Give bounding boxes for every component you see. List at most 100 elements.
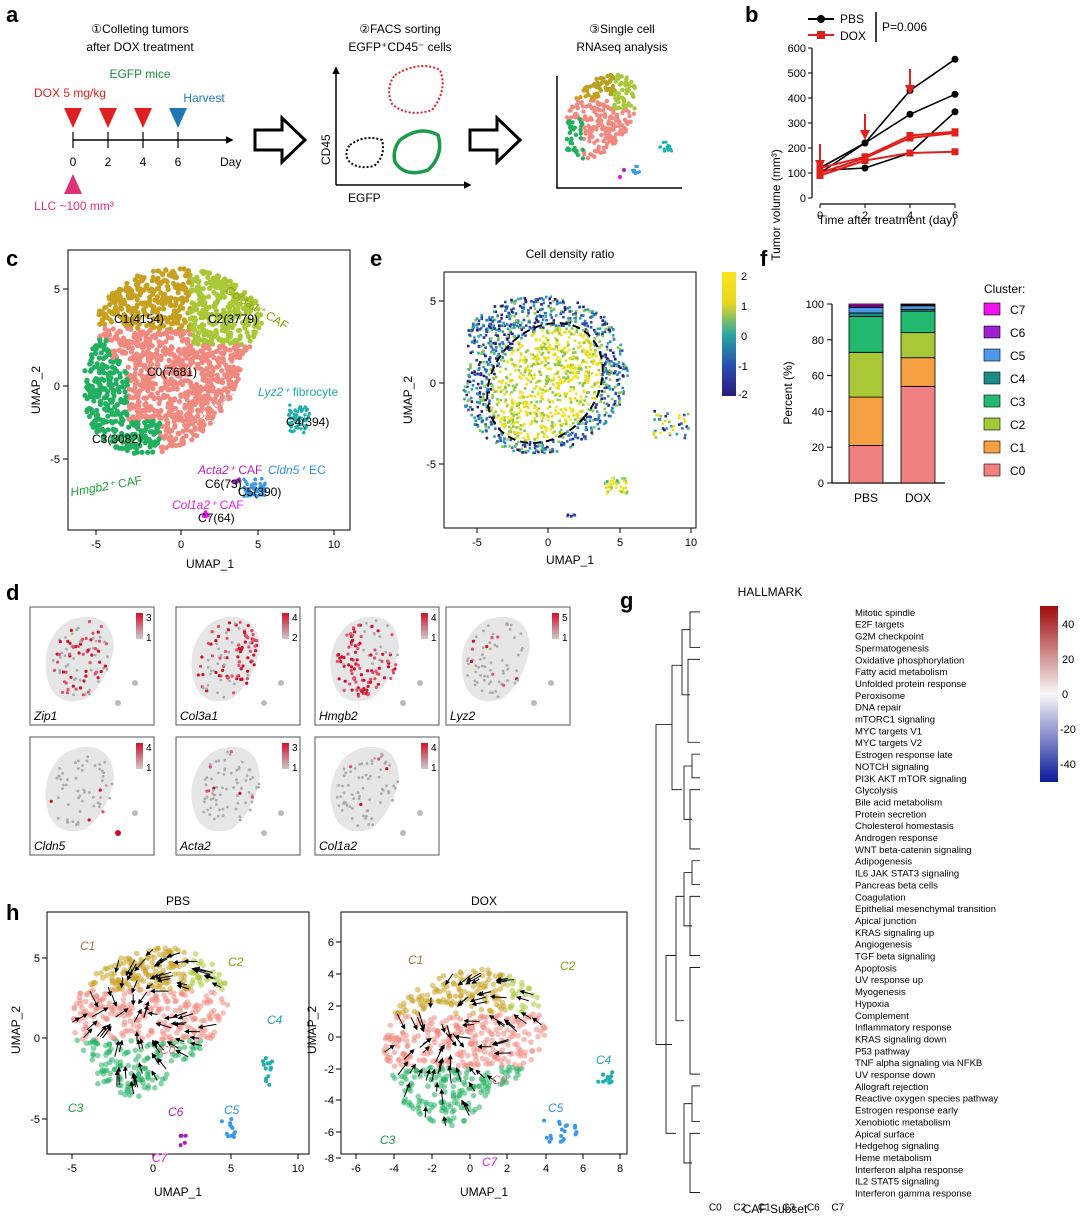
e-density-cell <box>485 405 489 409</box>
e-density-cell <box>516 321 520 325</box>
e-density-cell <box>520 344 524 347</box>
e-density-cell <box>568 357 571 360</box>
c-point <box>258 320 264 326</box>
e-density-cell <box>507 311 510 315</box>
e-density-cell <box>575 392 578 396</box>
panel-d: d 31Zip142Col3a141Hmgb251Lyz241Cldn531Ac… <box>6 580 571 856</box>
d-expr-point <box>226 628 230 632</box>
e-density-cell <box>524 401 527 404</box>
mini-umap-point <box>610 83 616 89</box>
d-bg-point <box>346 783 350 787</box>
e-density-cell <box>533 355 537 359</box>
mini-umap-point <box>608 72 613 78</box>
c-point <box>179 283 186 289</box>
c-point <box>205 385 212 392</box>
e-density-cell <box>599 400 602 403</box>
e-density-cell <box>512 425 515 428</box>
mini-umap-point <box>627 113 632 119</box>
e-density-cell <box>482 360 485 364</box>
g-row-label: E2F targets <box>855 620 904 631</box>
d-bg-point <box>480 689 484 693</box>
e-density-cell <box>535 385 538 388</box>
e-density-cell <box>518 449 521 452</box>
e-density-cell <box>492 388 495 391</box>
d-bg-point <box>337 804 341 807</box>
e-density-cell <box>618 350 622 353</box>
mini-umap-point <box>622 168 626 172</box>
e-density-cell <box>539 372 542 375</box>
d-scale-max-cldn5: 4 <box>146 743 152 754</box>
d-expr-point <box>471 639 475 643</box>
e-density-cell <box>584 366 588 369</box>
e-density-cell <box>590 360 593 363</box>
e-ytick-label: 5 <box>430 296 436 308</box>
e-density-cell <box>556 382 559 385</box>
c-point <box>193 388 199 394</box>
c-label-c6: C6(73) <box>205 477 242 491</box>
e-density-cell <box>480 345 483 348</box>
e-density-cell <box>582 314 585 317</box>
e-density-cell <box>579 333 582 337</box>
c-point <box>201 327 207 333</box>
e-density-cell <box>524 334 527 337</box>
c-point <box>176 346 182 352</box>
e-density-cell <box>506 327 510 331</box>
e-density-cell <box>569 401 573 404</box>
d-bg-point <box>78 810 82 814</box>
mini-umap-point <box>665 145 669 149</box>
d-bg-point <box>345 803 349 807</box>
e-density-cell <box>654 429 657 433</box>
g-row-label: Adipogenesis <box>855 857 912 868</box>
c-point <box>120 410 127 416</box>
d-bg-point <box>61 787 64 790</box>
e-density-cell <box>576 416 580 419</box>
c-point <box>109 364 115 370</box>
mini-umap-point <box>616 91 621 96</box>
e-density-cell <box>498 386 502 389</box>
e-density-cell <box>498 329 501 332</box>
mini-umap-point <box>614 114 619 120</box>
e-density-cell <box>533 444 537 447</box>
e-density-cell <box>497 324 501 327</box>
d-bg-point <box>342 802 345 805</box>
e-density-cell <box>474 318 477 322</box>
e-density-cell <box>587 376 591 380</box>
d-expr-point <box>210 630 214 634</box>
e-density-cell <box>477 319 481 322</box>
d-minor-cluster <box>417 680 423 686</box>
e-density-cell <box>582 403 585 406</box>
d-bg-point <box>380 787 384 791</box>
c-point <box>146 343 152 349</box>
e-density-cell <box>562 411 565 415</box>
e-density-cell <box>597 361 601 365</box>
b-ytick-label: 100 <box>788 168 806 180</box>
e-density-cell <box>569 438 572 441</box>
e-density-cell <box>521 402 525 405</box>
e-density-cell <box>518 401 522 405</box>
llc-label: LLC ~100 mm³ <box>34 199 114 213</box>
facs-gate-cd45-positive <box>388 65 444 114</box>
e-density-cell <box>589 415 592 419</box>
d-expr-point <box>93 672 97 676</box>
g-row-label: TGF beta signaling <box>855 952 935 963</box>
d-colorscale-hmgb2 <box>421 613 428 639</box>
c-point <box>97 401 104 407</box>
d-bg-point <box>378 635 382 638</box>
d-bg-point <box>367 823 370 826</box>
d-expr-point <box>52 668 57 673</box>
e-density-cell <box>541 430 544 434</box>
c-point <box>168 376 174 382</box>
e-density-cell <box>567 316 570 320</box>
c-point-c4 <box>287 413 291 417</box>
d-colorscale-zip1 <box>136 613 143 639</box>
mini-umap-point <box>570 105 576 110</box>
e-density-cell <box>503 324 507 328</box>
e-density-cell <box>544 429 548 433</box>
d-bg-point <box>374 619 378 622</box>
d-bg-point <box>108 796 112 800</box>
e-density-cell <box>576 436 580 440</box>
c-label-c5: C5(390) <box>238 485 281 499</box>
e-density-cell <box>537 347 541 350</box>
